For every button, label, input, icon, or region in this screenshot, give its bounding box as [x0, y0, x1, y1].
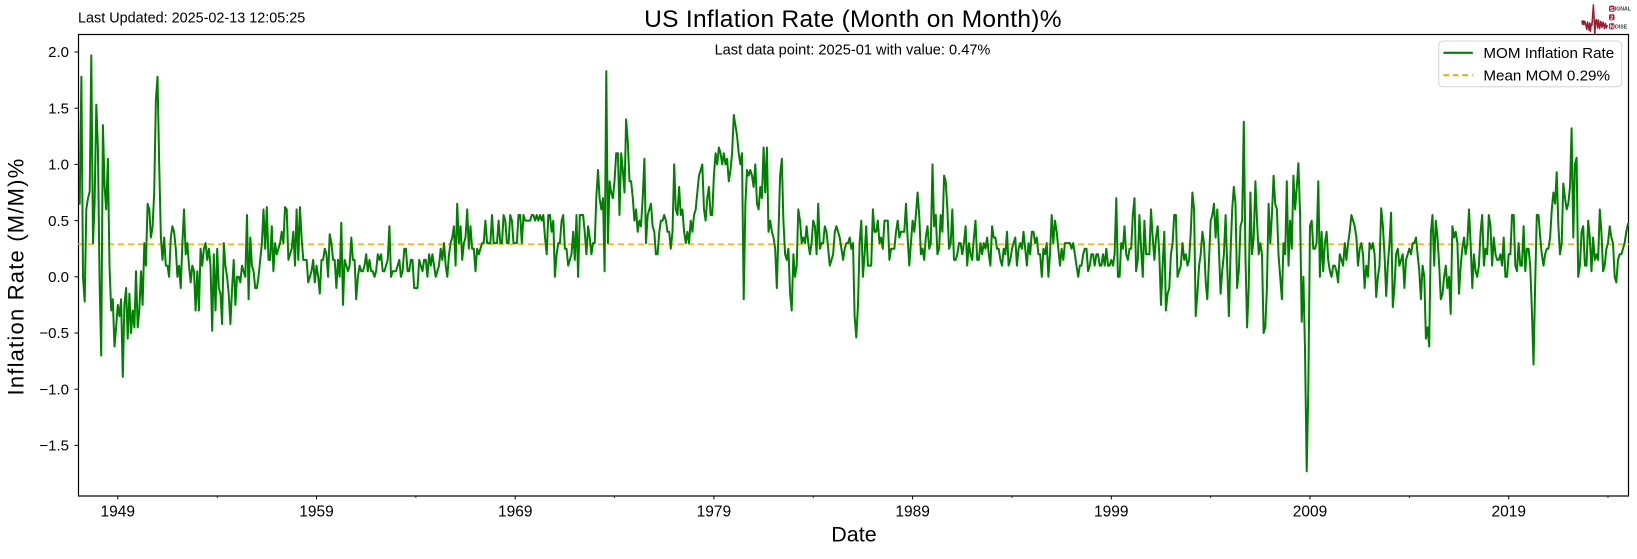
svg-text:OISE: OISE — [1615, 24, 1628, 30]
svg-text:1949: 1949 — [101, 504, 135, 521]
svg-text:1989: 1989 — [895, 504, 929, 521]
svg-text:Inflation Rate (M/M)%: Inflation Rate (M/M)% — [4, 158, 29, 396]
svg-text:−1.0: −1.0 — [39, 381, 69, 398]
svg-text:1999: 1999 — [1094, 504, 1128, 521]
svg-text:0.5: 0.5 — [48, 213, 69, 230]
svg-text:S: S — [1610, 7, 1614, 13]
svg-text:−0.5: −0.5 — [39, 325, 69, 342]
svg-text:2019: 2019 — [1491, 504, 1525, 521]
svg-text:2009: 2009 — [1293, 504, 1327, 521]
svg-text:Date: Date — [831, 523, 876, 547]
svg-text:1.0: 1.0 — [48, 157, 69, 174]
svg-text:1969: 1969 — [498, 504, 532, 521]
svg-text:Last data point: 2025-01 with: Last data point: 2025-01 with value: 0.4… — [715, 43, 991, 59]
svg-text:US Inflation Rate (Month on Mo: US Inflation Rate (Month on Month)% — [644, 6, 1062, 33]
svg-text:IGNAL: IGNAL — [1615, 7, 1632, 13]
svg-text:1979: 1979 — [697, 504, 731, 521]
svg-text:0.0: 0.0 — [48, 269, 69, 286]
svg-text:MOM Inflation Rate: MOM Inflation Rate — [1483, 45, 1614, 62]
svg-text:2.0: 2.0 — [48, 44, 69, 61]
svg-text:Mean MOM 0.29%: Mean MOM 0.29% — [1483, 67, 1610, 84]
svg-text:Last Updated: 2025-02-13 12:05: Last Updated: 2025-02-13 12:05:25 — [78, 11, 305, 27]
svg-text:1959: 1959 — [299, 504, 333, 521]
svg-text:N: N — [1610, 24, 1614, 30]
svg-text:2: 2 — [1610, 15, 1613, 21]
svg-text:1.5: 1.5 — [48, 100, 69, 117]
svg-text:−1.5: −1.5 — [39, 438, 69, 455]
